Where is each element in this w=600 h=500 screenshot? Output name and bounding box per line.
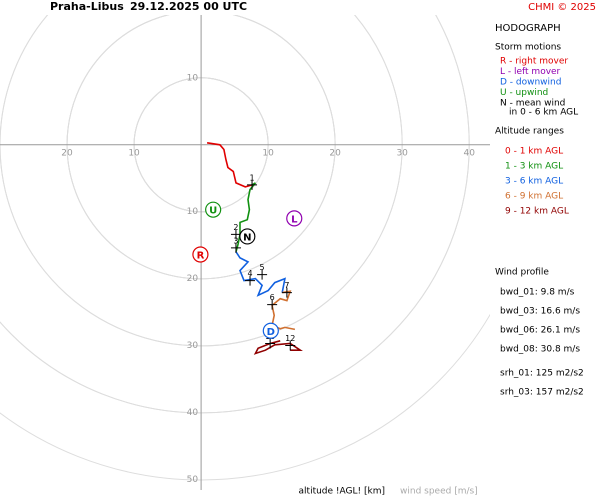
credit: CHMI © 2025	[528, 2, 596, 13]
mean-wind-note: in 0 - 6 km AGL	[509, 108, 578, 118]
km-label: 7	[284, 281, 289, 290]
storm-motion-label: N	[243, 232, 251, 243]
km-marker	[230, 242, 241, 253]
storm-motion-label: U	[209, 206, 217, 217]
km-marker	[257, 269, 268, 280]
hodograph-trace	[235, 182, 257, 253]
panel-title: HODOGRAPH	[495, 23, 561, 34]
wind-profile-entry: bwd_08: 30.8 m/s	[500, 345, 580, 355]
legend-entry: 6 - 9 km AGL	[505, 192, 563, 202]
storm-legend-entry: R - right mover	[500, 57, 568, 67]
km-label: 1	[249, 173, 254, 182]
y-tick-label: 50	[187, 475, 199, 485]
km-marker	[281, 287, 292, 298]
storm-motion-label: L	[291, 214, 298, 225]
time-subtitle: 29.12.2025 00 UTC	[130, 0, 247, 13]
storm-motion	[239, 228, 256, 245]
km-marker	[230, 229, 241, 240]
range-ring	[0, 15, 470, 414]
km-marker	[245, 275, 256, 286]
storm-legend-entry: N - mean wind	[500, 99, 565, 109]
km-marker	[247, 179, 258, 190]
hodograph-trace	[271, 290, 296, 331]
wind-profile-entry: srh_03: 157 m2/s2	[500, 388, 584, 398]
x-tick-label: 40	[463, 148, 475, 158]
y-tick-label: 10	[187, 207, 199, 217]
storm-motion	[205, 201, 222, 218]
range-ring	[0, 15, 470, 414]
storm-motion-label: D	[267, 327, 275, 338]
km-marker	[265, 338, 276, 349]
storm-motions-title: Storm motions	[495, 43, 561, 53]
hodograph-trace	[253, 340, 303, 355]
storm-motion	[286, 210, 303, 227]
storm-legend-entry: D - downwind	[500, 78, 561, 88]
storm-legend-entry: L - left mover	[500, 67, 561, 77]
km-label: 4	[247, 269, 252, 278]
x-axis-label: altitude !AGL! [km]	[299, 487, 385, 497]
km-label: 12	[285, 334, 295, 343]
km-label: 6	[270, 293, 275, 302]
y-tick-label: 40	[187, 408, 199, 418]
wind-profile-entry: bwd_03: 16.6 m/s	[500, 307, 580, 317]
km-label: 5	[260, 263, 265, 272]
km-label: 2	[233, 223, 238, 232]
km-marker	[285, 340, 296, 351]
legend-entry: 3 - 6 km AGL	[505, 177, 563, 187]
x-tick-label: 20	[61, 148, 73, 158]
y-tick-label: 30	[187, 341, 199, 351]
legend-entry: 9 - 12 km AGL	[505, 207, 569, 217]
km-label: 3	[233, 236, 238, 245]
plot-area	[0, 15, 490, 490]
wind-profile-title: Wind profile	[495, 268, 549, 278]
hodograph-trace	[235, 251, 286, 297]
station-title: Praha-Libus	[50, 0, 124, 13]
storm-motion-label: R	[197, 251, 205, 262]
y-tick-label: 10	[187, 73, 199, 83]
wind-profile-entry: bwd_06: 26.1 m/s	[500, 326, 580, 336]
x-tick-label: 30	[396, 148, 408, 158]
x-tick-label: 10	[262, 148, 274, 158]
wind-profile-entry: srh_01: 125 m2/s2	[500, 369, 584, 379]
km-marker	[267, 299, 278, 310]
wind-profile-entry: bwd_01: 9.8 m/s	[500, 288, 575, 298]
storm-legend-entry: U - upwind	[500, 88, 548, 98]
storm-motion	[192, 246, 209, 263]
range-ring	[0, 313, 490, 481]
hodograph-trace	[206, 142, 253, 188]
legend-entry: 1 - 3 km AGL	[505, 162, 563, 172]
altitude-title: Altitude ranges	[495, 127, 564, 137]
x-tick-label: 20	[329, 148, 341, 158]
storm-motion	[262, 322, 279, 339]
y-axis-label: wind speed [m/s]	[400, 487, 478, 497]
x-tick-label: 10	[128, 148, 140, 158]
y-tick-label: 20	[187, 274, 199, 284]
legend-entry: 0 - 1 km AGL	[505, 147, 563, 157]
